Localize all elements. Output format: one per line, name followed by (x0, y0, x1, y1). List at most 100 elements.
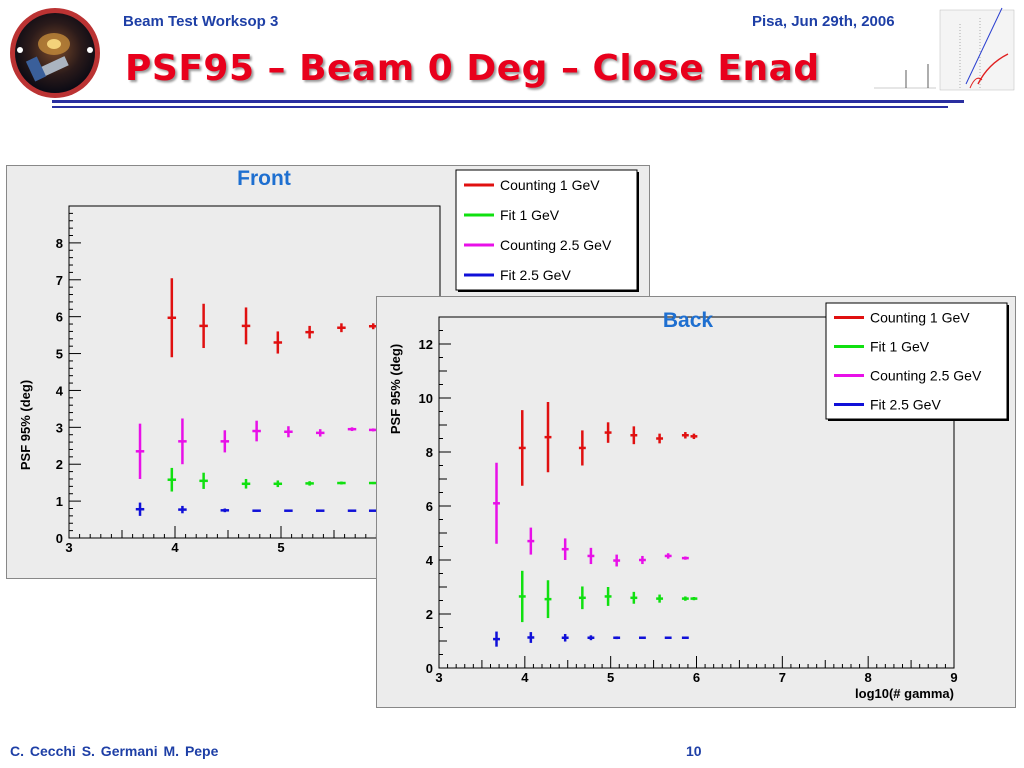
x-tick-label: 6 (693, 670, 700, 685)
data-point (613, 554, 621, 567)
data-point (273, 480, 283, 488)
data-point (578, 586, 586, 610)
data-point (690, 433, 698, 440)
header-event-name: Beam Test Worksop 3 (123, 13, 279, 30)
data-point (305, 325, 314, 339)
legend-label-fit-2-5-gev: Fit 2.5 GeV (870, 397, 941, 413)
data-point (167, 467, 177, 492)
header-date: Pisa, Jun 29th, 2006 (752, 13, 895, 30)
chart-title: Back (663, 309, 714, 332)
data-point (178, 505, 187, 514)
data-point (664, 553, 672, 559)
data-point (135, 423, 145, 479)
x-tick-label: 3 (65, 540, 72, 555)
data-point (681, 596, 689, 601)
legend: Counting 1 GeV Fit 1 GeV Counting 2.5 GeV F… (825, 302, 1009, 421)
y-tick-label: 3 (56, 420, 63, 435)
x-axis-label: log10(# gamma) (855, 686, 954, 701)
data-point (518, 570, 526, 623)
y-axis-label: PSF 95% (deg) (18, 380, 33, 470)
data-point (630, 426, 638, 445)
data-point (681, 556, 689, 560)
x-tick-label: 3 (435, 670, 442, 685)
data-point (544, 402, 552, 473)
series-fit-2-5-gev (135, 502, 378, 516)
x-tick-label: 8 (865, 670, 872, 685)
x-tick-label: 5 (607, 670, 614, 685)
data-point (220, 508, 230, 513)
y-tick-label: 12 (419, 337, 433, 352)
y-tick-label: 0 (56, 531, 63, 546)
page-number: 10 (686, 743, 702, 759)
series-counting-2-5-gev (135, 418, 378, 479)
plot-thumbnail (870, 4, 1018, 92)
data-point (561, 538, 569, 560)
data-point (630, 591, 638, 604)
back-chart-panel: 3 4 5 6 7 8 9 0 2 4 6 8 10 12 PSF 95% (deg) log10(# gam… (376, 296, 1016, 708)
x-tick-label: 4 (171, 540, 179, 555)
data-point (315, 429, 325, 437)
data-point (252, 509, 261, 512)
legend-label-counting-2-5-gev: Counting 2.5 GeV (870, 368, 982, 384)
data-point (664, 636, 672, 640)
y-axis-label: PSF 95% (deg) (388, 344, 403, 434)
data-point (578, 430, 586, 466)
data-point (273, 331, 283, 354)
y-tick-label: 2 (426, 607, 433, 622)
data-point (284, 509, 293, 512)
data-point (681, 636, 689, 640)
data-point (527, 527, 535, 555)
x-tick-label: 7 (779, 670, 786, 685)
data-point (167, 278, 177, 358)
y-tick-label: 4 (426, 553, 434, 568)
data-point (681, 432, 689, 439)
legend-label-fit-2-5-gev: Fit 2.5 GeV (500, 267, 571, 283)
data-point (493, 631, 500, 647)
data-point (656, 594, 664, 603)
data-point (613, 636, 621, 640)
title-divider (52, 100, 964, 103)
data-point (656, 433, 664, 444)
data-point (241, 307, 251, 345)
legend-label-counting-1-gev: Counting 1 GeV (870, 310, 970, 326)
legend-label-fit-1-gev: Fit 1 GeV (500, 207, 560, 223)
chart-title: Front (237, 167, 291, 190)
x-tick-label: 4 (521, 670, 529, 685)
y-tick-label: 4 (56, 383, 64, 398)
y-tick-label: 6 (426, 499, 433, 514)
data-point (284, 426, 293, 438)
glast-logo (10, 8, 100, 98)
legend-label-fit-1-gev: Fit 1 GeV (870, 339, 930, 355)
legend: Counting 1 GeV Fit 1 GeV Counting 2.5 GeV F… (455, 169, 639, 292)
data-point (135, 502, 145, 516)
x-tick-label: 5 (277, 540, 284, 555)
y-tick-label: 8 (56, 236, 63, 251)
legend-box (455, 169, 638, 291)
data-point (587, 635, 595, 641)
data-point (220, 430, 230, 453)
data-point (199, 472, 208, 489)
data-point (199, 303, 208, 349)
data-point (347, 509, 357, 512)
data-point (315, 509, 325, 512)
series-fit-1-gev (518, 570, 698, 623)
y-tick-label: 5 (56, 347, 63, 362)
data-point (690, 596, 698, 601)
series-counting-1-gev (518, 402, 698, 486)
data-point (518, 410, 526, 486)
y-tick-label: 10 (419, 391, 433, 406)
data-point (638, 555, 646, 565)
legend-label-counting-2-5-gev: Counting 2.5 GeV (500, 237, 612, 253)
plot-area (493, 402, 698, 647)
data-point (604, 587, 612, 606)
data-point (305, 481, 314, 486)
footer-authors: C. Cecchi S. Germani M. Pepe (10, 743, 219, 759)
data-point (241, 478, 251, 489)
data-point (252, 420, 261, 442)
data-point (493, 462, 500, 544)
series-fit-2-5-gev (493, 631, 689, 647)
page-title: PSF95 – Beam 0 Deg – Close Enad (125, 48, 820, 89)
y-tick-label: 2 (56, 457, 63, 472)
title-divider-secondary (52, 106, 948, 108)
y-tick-label: 0 (426, 661, 433, 676)
